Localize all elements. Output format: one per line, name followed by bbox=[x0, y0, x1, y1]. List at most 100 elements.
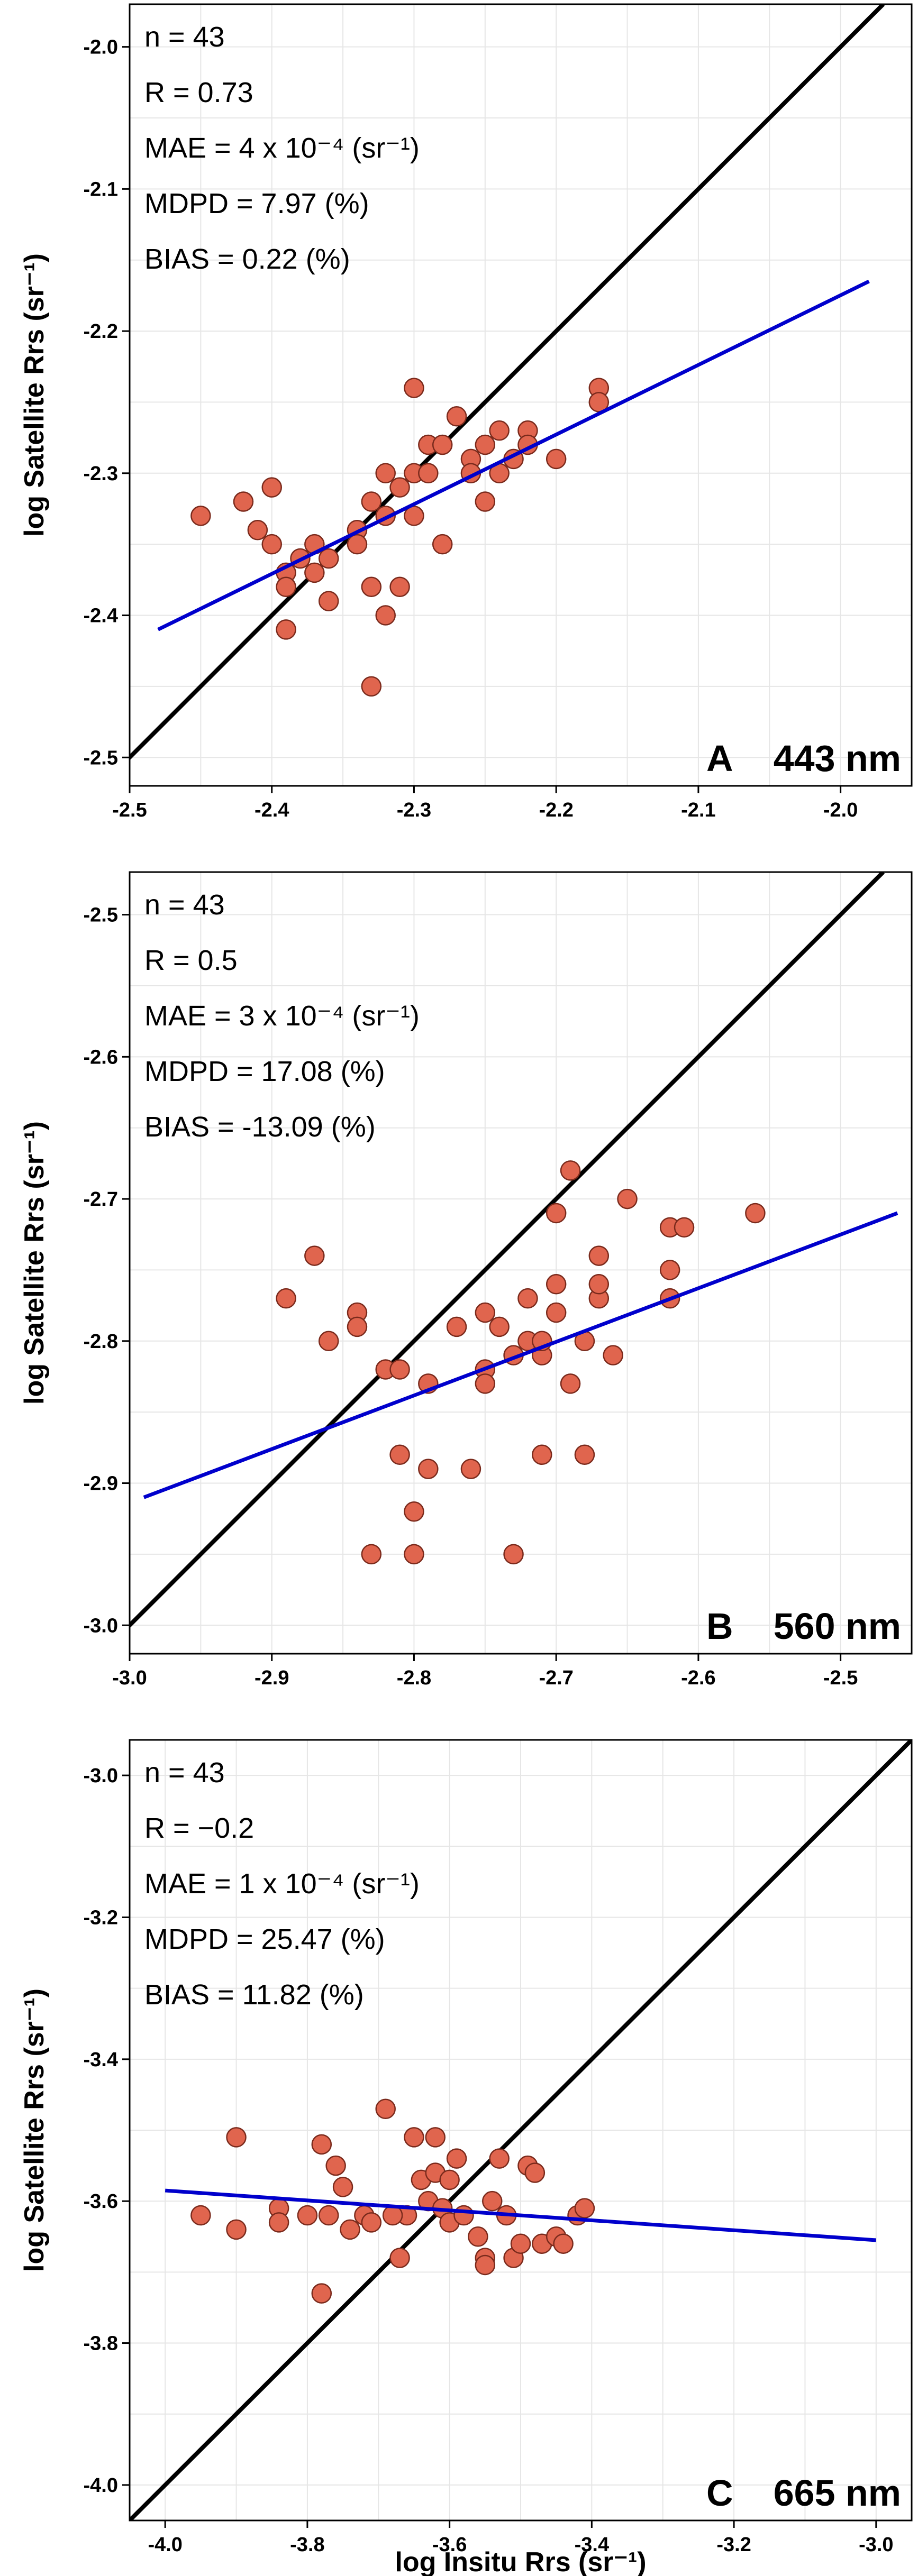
data-point bbox=[190, 2205, 211, 2226]
data-point bbox=[247, 520, 268, 540]
data-point bbox=[588, 1245, 610, 1266]
stat-line: BIAS = -13.09 (%) bbox=[144, 1111, 376, 1143]
panel-label: B bbox=[706, 1606, 733, 1647]
data-point bbox=[318, 591, 339, 611]
data-point bbox=[745, 1203, 766, 1224]
y-axis-label: log Satellite Rrs (sr⁻¹) bbox=[19, 1988, 50, 2272]
x-tick-label: -2.4 bbox=[255, 799, 289, 821]
data-point bbox=[524, 2162, 546, 2183]
y-tick-label: -3.0 bbox=[84, 1615, 118, 1637]
data-point bbox=[546, 1302, 567, 1323]
data-point bbox=[276, 576, 296, 598]
data-point bbox=[588, 1274, 610, 1295]
data-point bbox=[347, 1316, 368, 1337]
data-point bbox=[389, 1359, 410, 1380]
data-point bbox=[574, 2198, 595, 2219]
plot-content bbox=[130, 872, 898, 1628]
data-point bbox=[674, 1217, 695, 1238]
y-tick-label: -3.4 bbox=[84, 2049, 118, 2071]
data-point bbox=[226, 2219, 247, 2240]
data-point bbox=[460, 1459, 481, 1479]
data-point bbox=[404, 378, 424, 398]
y-tick-label: -2.3 bbox=[84, 463, 118, 485]
y-tick-label: -2.9 bbox=[84, 1473, 118, 1495]
data-point bbox=[659, 1260, 680, 1280]
y-tick-label: -2.2 bbox=[84, 320, 118, 343]
plot-frame bbox=[129, 1739, 913, 2522]
x-tick-label: -3.0 bbox=[112, 1667, 147, 1689]
y-tick-label: -3.0 bbox=[84, 1765, 118, 1787]
data-point bbox=[318, 1331, 339, 1352]
panel-c: -4.0 -3.8 -3.6 -3.4 -3.2 -3.0 -4.0 -3.8 -3.6 -3.4… bbox=[19, 1739, 913, 2576]
plot-area bbox=[130, 4, 912, 786]
stat-line: MDPD = 7.97 (%) bbox=[144, 188, 369, 219]
data-point bbox=[489, 420, 510, 441]
x-tick-label: -2.0 bbox=[823, 799, 858, 821]
data-point bbox=[268, 2212, 289, 2233]
data-point bbox=[475, 491, 496, 512]
panel-label: C bbox=[706, 2472, 733, 2514]
y-tick-label: -3.2 bbox=[84, 1906, 118, 1929]
data-point bbox=[475, 1373, 496, 1394]
data-point bbox=[404, 1501, 424, 1522]
x-tick-label: -2.1 bbox=[681, 799, 715, 821]
data-point bbox=[574, 1444, 595, 1465]
data-point bbox=[603, 1345, 623, 1365]
data-point bbox=[261, 477, 282, 498]
y-axis-label: log Satellite Rrs (sr⁻¹) bbox=[19, 253, 50, 537]
data-point bbox=[546, 1203, 567, 1224]
y-tick-label: -2.7 bbox=[84, 1188, 118, 1211]
plot-content bbox=[130, 4, 885, 760]
x-tick-label: -2.3 bbox=[397, 799, 431, 821]
data-point bbox=[304, 562, 325, 583]
one-to-one-line bbox=[130, 872, 885, 1628]
stat-line: n = 43 bbox=[144, 889, 225, 921]
panel-a: -2.5 -2.4 -2.3 -2.2 -2.1 -2.0 -2.5 -2.4 -2.3 -2.2… bbox=[19, 3, 913, 821]
data-point bbox=[418, 1459, 439, 1479]
data-point bbox=[446, 1316, 467, 1337]
data-point bbox=[510, 2233, 531, 2254]
data-point bbox=[475, 1302, 496, 1323]
data-point bbox=[311, 2283, 332, 2304]
x-tick-label: -3.6 bbox=[432, 2534, 467, 2556]
data-point bbox=[404, 1544, 424, 1565]
regression-line bbox=[165, 2188, 877, 2242]
data-point bbox=[475, 2254, 496, 2276]
x-tick-label: -2.7 bbox=[539, 1667, 573, 1689]
data-point bbox=[389, 477, 410, 498]
y-tick-label: -2.6 bbox=[84, 1046, 118, 1068]
stat-line: n = 43 bbox=[144, 1757, 225, 1789]
data-point bbox=[325, 2155, 346, 2176]
data-point bbox=[475, 434, 496, 455]
data-point bbox=[361, 2212, 382, 2233]
x-tick-label: -3.4 bbox=[575, 2534, 609, 2556]
data-point bbox=[532, 1444, 552, 1465]
stat-line: MAE = 3 x 10⁻⁴ (sr⁻¹) bbox=[144, 1000, 420, 1032]
data-point bbox=[318, 2205, 339, 2226]
panel-label: A bbox=[706, 738, 733, 779]
data-point bbox=[439, 2169, 460, 2190]
stat-line: BIAS = 11.82 (%) bbox=[144, 1979, 364, 2011]
y-tick-label: -2.5 bbox=[84, 747, 118, 769]
data-point bbox=[404, 506, 424, 526]
data-point bbox=[418, 463, 439, 484]
plot-area bbox=[130, 872, 912, 1654]
data-point bbox=[560, 1373, 581, 1394]
data-point bbox=[389, 2248, 410, 2268]
panel-b: -3.0 -2.9 -2.8 -2.7 -2.6 -2.5 -3.0 -2.9 -2.8 -2.7… bbox=[19, 871, 913, 1689]
data-point bbox=[468, 2226, 488, 2247]
data-point bbox=[503, 1544, 524, 1565]
data-point bbox=[311, 2134, 332, 2155]
one-to-one-line bbox=[130, 1740, 912, 2520]
wavelength-label: 665 nm bbox=[774, 2472, 901, 2514]
data-point bbox=[432, 434, 453, 455]
stat-line: R = 0.5 bbox=[144, 945, 238, 976]
stat-line: R = 0.73 bbox=[144, 77, 253, 108]
data-point bbox=[389, 1444, 410, 1465]
plot-frame bbox=[129, 3, 913, 787]
x-tick-label: -3.8 bbox=[290, 2534, 324, 2556]
data-point bbox=[446, 2148, 467, 2169]
data-point bbox=[546, 448, 567, 470]
stat-line: R = −0.2 bbox=[144, 1812, 254, 1844]
